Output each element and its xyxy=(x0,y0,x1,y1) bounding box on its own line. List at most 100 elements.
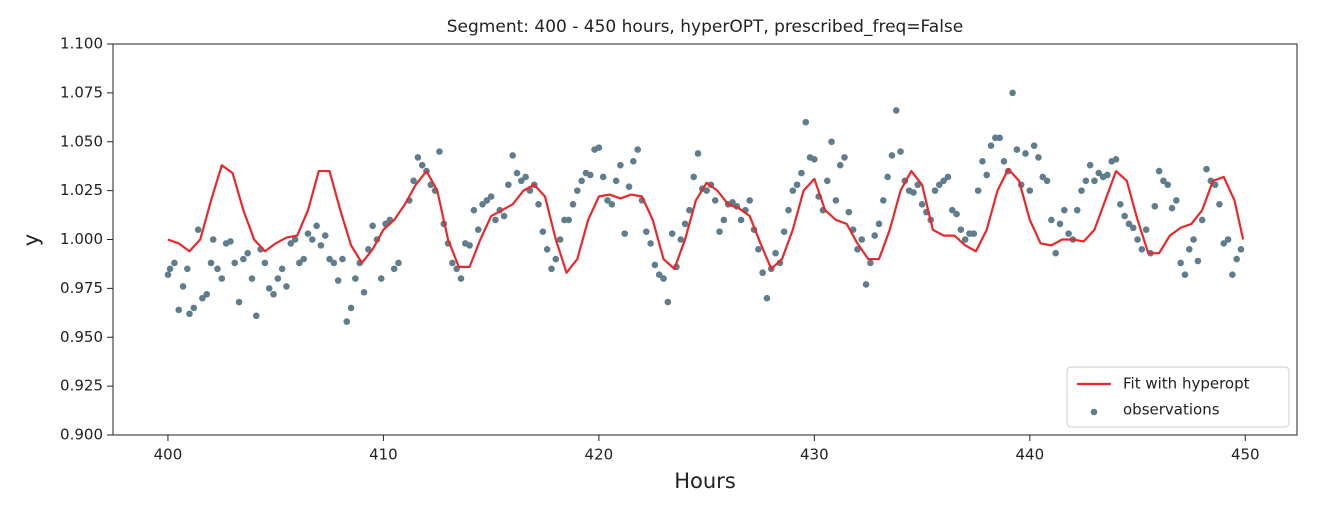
observation-point xyxy=(390,265,398,273)
observation-point xyxy=(957,226,965,234)
observation-point xyxy=(974,187,982,194)
observation-point xyxy=(1194,257,1202,265)
observation-point xyxy=(410,177,417,185)
observation-point xyxy=(836,161,844,169)
observation-point xyxy=(1164,181,1172,189)
x-tick-label: 430 xyxy=(800,446,829,464)
observation-point xyxy=(184,265,191,273)
observation-point xyxy=(347,304,355,312)
observation-point xyxy=(261,259,269,267)
observation-point xyxy=(300,255,307,263)
observation-point xyxy=(686,206,693,214)
observation-point xyxy=(479,201,486,208)
observation-point xyxy=(1095,169,1103,177)
observation-point xyxy=(492,216,499,224)
observation-point xyxy=(1185,245,1193,253)
observation-point xyxy=(304,230,312,237)
chart-title: Segment: 400 - 450 hours, hyperOPT, pres… xyxy=(447,17,963,37)
observation-point xyxy=(1104,171,1111,179)
observation-point xyxy=(343,318,351,325)
observation-point xyxy=(309,236,316,243)
y-tick-label: 1.100 xyxy=(60,35,103,53)
observation-point xyxy=(509,152,516,159)
observation-point xyxy=(1220,240,1228,247)
observation-point xyxy=(772,249,779,257)
observation-point xyxy=(330,259,338,267)
observation-point xyxy=(729,199,736,206)
observation-point xyxy=(694,150,702,157)
observation-point xyxy=(785,206,792,214)
y-tick-label: 1.050 xyxy=(60,132,103,150)
observation-point xyxy=(207,259,215,267)
observation-point xyxy=(755,245,762,253)
observation-point xyxy=(291,236,299,243)
observation-point xyxy=(317,242,325,249)
observation-point xyxy=(1168,204,1176,212)
observation-point xyxy=(647,240,654,247)
observation-point xyxy=(608,201,616,208)
observation-point xyxy=(681,220,689,228)
plot-frame xyxy=(112,43,1298,436)
observation-point xyxy=(630,158,637,165)
observation-point xyxy=(1229,271,1236,278)
observation-point xyxy=(858,236,866,243)
y-tick-label: 1.000 xyxy=(60,230,103,248)
observation-point xyxy=(880,197,887,204)
observation-point xyxy=(1190,236,1197,243)
observation-point xyxy=(199,294,206,302)
observation-point xyxy=(1065,230,1072,237)
observation-point xyxy=(655,271,663,278)
observation-point xyxy=(884,173,891,181)
observation-point xyxy=(1082,177,1090,185)
observation-point xyxy=(948,206,956,214)
observation-point xyxy=(651,261,659,269)
observation-point xyxy=(832,197,840,204)
observation-point xyxy=(500,212,508,220)
observation-point xyxy=(252,312,260,320)
observation-point xyxy=(270,290,277,298)
observation-point xyxy=(395,259,402,267)
observation-point xyxy=(642,228,650,235)
observation-point xyxy=(1125,220,1133,228)
observation-point xyxy=(1173,197,1180,204)
observation-point xyxy=(910,189,917,196)
observation-point xyxy=(278,265,286,273)
observation-point xyxy=(326,255,333,263)
observation-point xyxy=(660,275,667,282)
observation-point xyxy=(1056,220,1064,228)
observation-point xyxy=(1211,181,1219,189)
observation-point xyxy=(1216,201,1223,208)
observation-point xyxy=(166,265,174,273)
observation-point xyxy=(1160,177,1167,185)
y-tick-label: 1.075 xyxy=(60,83,103,101)
y-tick-label: 1.025 xyxy=(60,181,103,199)
observation-point xyxy=(875,220,883,228)
observation-point xyxy=(1073,206,1081,214)
x-tick-label: 420 xyxy=(585,446,614,464)
observation-point xyxy=(1030,142,1038,149)
observation-point xyxy=(897,148,904,155)
observation-point xyxy=(961,236,969,243)
observation-point xyxy=(604,197,611,204)
observation-point xyxy=(823,177,831,185)
observation-point xyxy=(231,259,239,267)
x-tick-label: 450 xyxy=(1231,446,1260,464)
observation-point xyxy=(1177,259,1184,267)
observation-point xyxy=(586,171,594,179)
observation-point xyxy=(617,161,624,169)
observation-point xyxy=(360,288,368,296)
observation-point xyxy=(449,259,456,267)
observation-point xyxy=(828,138,835,146)
observation-point xyxy=(418,161,426,169)
y-tick-label: 0.975 xyxy=(60,279,103,297)
observation-point xyxy=(690,173,697,181)
observation-point xyxy=(867,259,874,267)
y-axis-label: y xyxy=(19,234,43,246)
observation-point xyxy=(552,255,560,263)
observation-point xyxy=(214,265,221,273)
observation-point xyxy=(1134,236,1141,243)
observation-point xyxy=(369,222,376,230)
observation-point xyxy=(1121,212,1128,220)
observation-point xyxy=(746,197,754,204)
